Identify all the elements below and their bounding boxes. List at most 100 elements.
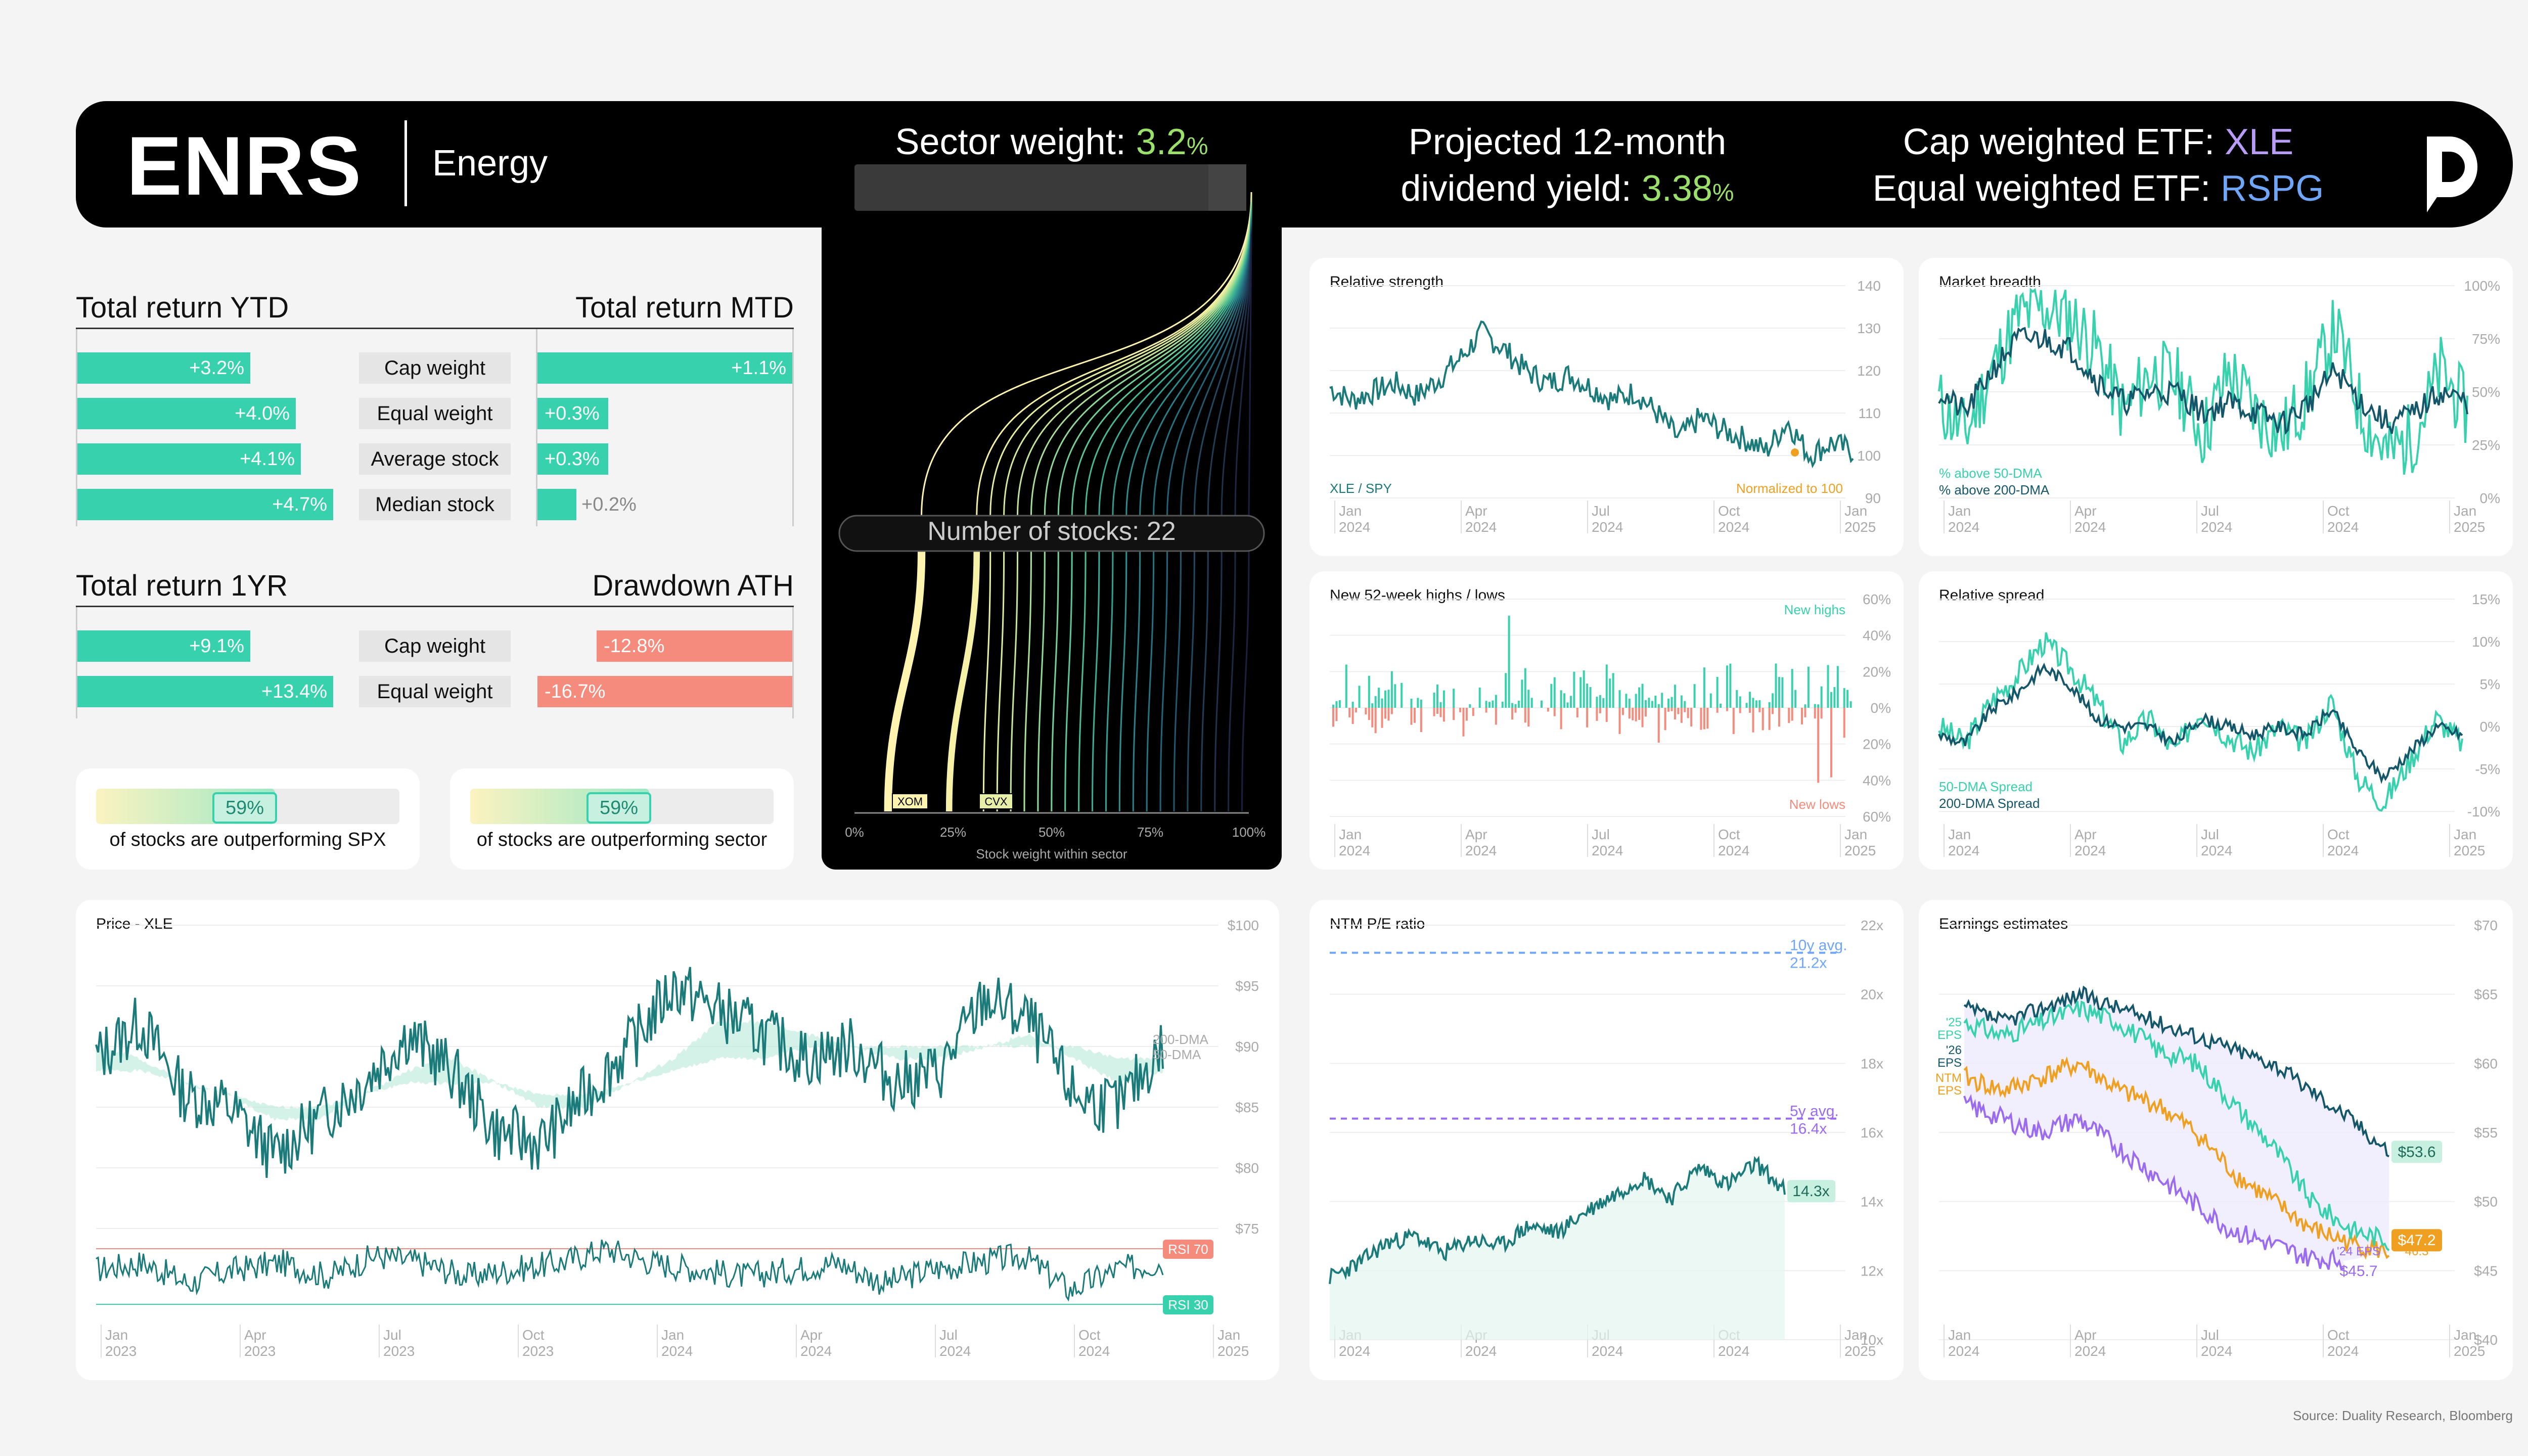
ytd-title: Total return YTD xyxy=(76,291,289,324)
hl-low-bar xyxy=(1596,708,1598,721)
mtd-right-axis xyxy=(792,329,794,526)
yr-axis xyxy=(76,607,77,718)
eps-ntm-value: 46.3 xyxy=(2405,1245,2429,1258)
hl-low-bar xyxy=(1732,708,1735,734)
eps-xtick-month: Jul xyxy=(2201,1327,2219,1343)
hl-high-bar xyxy=(1817,704,1820,708)
flow-line-lower xyxy=(1241,551,1250,812)
sector-weight-label: Sector weight: xyxy=(895,122,1126,162)
hl-low-bar xyxy=(1462,708,1465,737)
outperform-spx-pct: 59% xyxy=(212,792,277,824)
sp-ytick: -10% xyxy=(2467,804,2500,820)
flow-line-lower xyxy=(1037,551,1046,812)
hl-low-bar xyxy=(1788,708,1790,723)
mb-series-50dma xyxy=(1938,288,2468,475)
px-xtick-year: 2025 xyxy=(1217,1343,1249,1359)
hl-high-bar xyxy=(1586,684,1589,708)
pe-xtick-year: 2024 xyxy=(1465,1343,1497,1359)
px-xtick-month: Jul xyxy=(939,1327,958,1343)
mb-ytick: 100% xyxy=(2464,278,2500,294)
hl-high-bar xyxy=(1433,693,1435,708)
hl-low-bar xyxy=(1768,708,1771,730)
mb-xtick-month: Oct xyxy=(2327,503,2350,519)
px-xtick-year: 2023 xyxy=(105,1343,137,1359)
flow-line-lower xyxy=(1023,551,1032,812)
hl-low-bar xyxy=(1371,708,1374,727)
eps-xtick-year: 2025 xyxy=(2454,1343,2485,1359)
hl-ytick: 40% xyxy=(1863,772,1891,788)
hl-low-bar xyxy=(1547,708,1549,712)
eps-xtick-year: 2024 xyxy=(2201,1343,2232,1359)
hl-high-bar xyxy=(1569,696,1572,708)
flow-line-lower xyxy=(1078,551,1087,812)
hl-low-bar xyxy=(1453,708,1455,720)
hl-high-bar xyxy=(1628,698,1631,708)
hl-low-bar xyxy=(1667,708,1670,712)
px-rsi70-badge xyxy=(1163,1240,1213,1259)
eps-ytick: $55 xyxy=(2474,1125,2498,1141)
hl-high-bar xyxy=(1609,678,1611,708)
weight-tick-100: 100% xyxy=(1232,825,1266,840)
ytd-bar-average: +4.1% xyxy=(77,443,301,475)
hl-high-bar xyxy=(1485,701,1487,708)
hl-low-bar xyxy=(1687,708,1689,718)
eps-ytick: $60 xyxy=(2474,1056,2498,1071)
hl-low-bar xyxy=(1674,708,1676,720)
hl-high-bar xyxy=(1478,688,1481,708)
hl-low-bar xyxy=(1420,708,1422,733)
mtd-bar-average: +0.3% xyxy=(537,443,608,475)
dividend-label-1: Projected 12-month xyxy=(1408,122,1727,162)
hl-low-bar xyxy=(1772,708,1774,714)
pe-xtick-month: Jan xyxy=(1844,1327,1867,1343)
hl-high-bar xyxy=(1492,700,1494,708)
hl-high-bar xyxy=(1654,696,1657,708)
dividend-yield-block: Projected 12-month dividend yield: 3.38% xyxy=(1284,119,1850,216)
eps-ytick: $65 xyxy=(2474,987,2498,1003)
weight-tick-50: 50% xyxy=(1039,825,1065,840)
hl-low-bar xyxy=(1368,708,1370,720)
pe-ytick: 14x xyxy=(1861,1194,1883,1210)
hl-low-bar xyxy=(1390,708,1393,714)
row-label-equal: Equal weight xyxy=(359,398,511,429)
rs-ytick: 130 xyxy=(1857,321,1881,336)
pe-ytick: 22x xyxy=(1861,918,1883,933)
sector-weight-title: Sector weight: 3.2% xyxy=(822,119,1282,170)
hl-low-bar xyxy=(1514,708,1517,713)
hl-high-bar xyxy=(1602,698,1605,708)
rs-xtick-month: Apr xyxy=(1465,503,1487,519)
mtd-title: Total return MTD xyxy=(575,291,794,324)
pe-ytick: 18x xyxy=(1861,1056,1883,1071)
one-year-title: Total return 1YR xyxy=(76,569,288,602)
pe-card: NTM P/E ratio22x20x18x16x14x12x10xJan202… xyxy=(1310,900,1904,1380)
hl-high-bar xyxy=(1846,690,1849,708)
flow-line-lower xyxy=(1091,551,1100,812)
mb-xtick-year: 2025 xyxy=(2454,519,2485,535)
hl-high-bar xyxy=(1820,686,1823,708)
hl-legend-lows: New lows xyxy=(1789,797,1845,812)
eps-label-25b: EPS xyxy=(1937,1028,1962,1042)
xom-tag-box xyxy=(892,793,928,809)
eps-ytick: $40 xyxy=(2474,1332,2498,1348)
rs-xtick-month: Jan xyxy=(1844,503,1867,519)
hl-low-bar xyxy=(1495,708,1497,725)
eps-label-ntmb: EPS xyxy=(1937,1084,1962,1098)
hl-high-bar xyxy=(1390,671,1393,708)
etf-block: Cap weighted ETF: XLE Equal weighted ETF… xyxy=(1830,119,2366,212)
hl-low-bar xyxy=(1632,708,1634,720)
equal-etf-link[interactable]: RSPG xyxy=(2221,168,2324,209)
hl-high-bar xyxy=(1749,692,1751,708)
px-xtick-year: 2024 xyxy=(661,1343,693,1359)
rs-legend-series: XLE / SPY xyxy=(1330,481,1392,496)
flow-line-lower xyxy=(1105,551,1114,812)
eps-24-value: $45.7 xyxy=(2339,1263,2377,1280)
hl-high-bar xyxy=(1371,703,1374,708)
sp-xtick-year: 2024 xyxy=(1948,843,1979,858)
hl-high-bar xyxy=(1351,702,1354,708)
hl-high-bar xyxy=(1410,698,1413,708)
hl-high-bar xyxy=(1573,671,1575,708)
flow-line-lower xyxy=(982,551,991,812)
cap-etf-link[interactable]: XLE xyxy=(2225,122,2294,162)
flow-line-lower xyxy=(996,551,1005,812)
eps-label-ntma: NTM xyxy=(1935,1071,1962,1085)
rs-xtick-year: 2024 xyxy=(1592,519,1623,535)
